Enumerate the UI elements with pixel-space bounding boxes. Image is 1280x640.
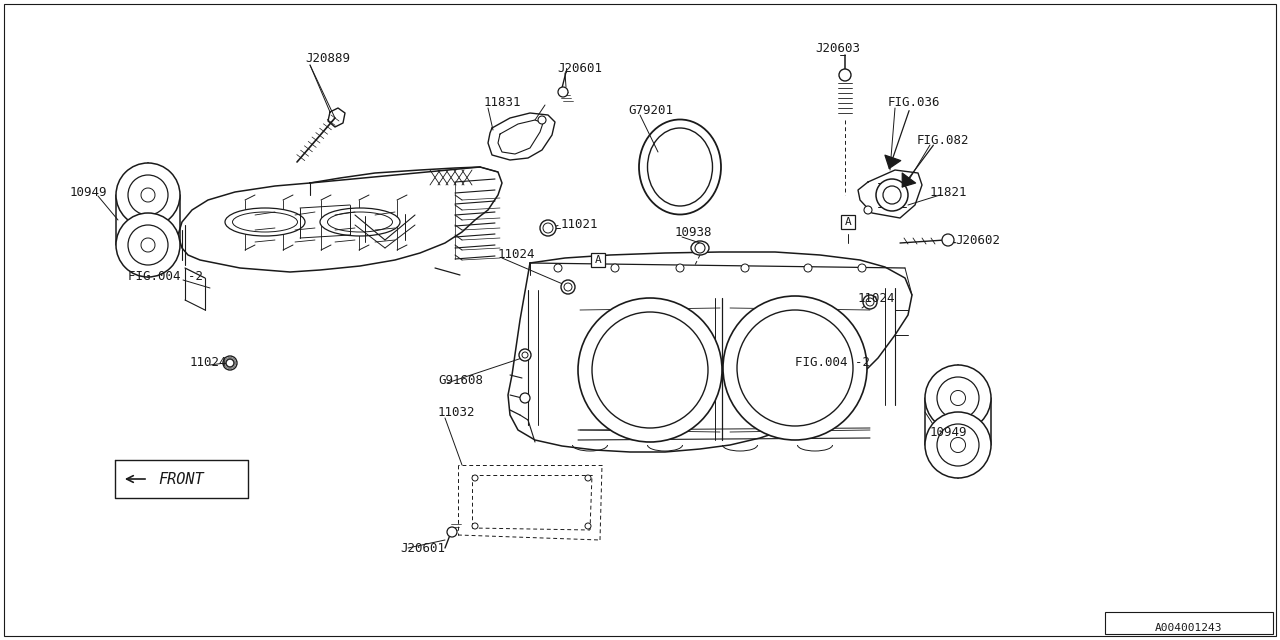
Circle shape: [838, 69, 851, 81]
Circle shape: [522, 352, 529, 358]
Circle shape: [925, 365, 991, 431]
Circle shape: [937, 377, 979, 419]
Circle shape: [561, 280, 575, 294]
Text: FRONT: FRONT: [157, 472, 204, 486]
Circle shape: [128, 225, 168, 265]
Text: 10949: 10949: [931, 426, 968, 438]
Ellipse shape: [691, 241, 709, 255]
Circle shape: [925, 412, 991, 478]
Bar: [1105, 612, 1274, 634]
Text: 11024: 11024: [189, 355, 228, 369]
Circle shape: [116, 213, 180, 277]
Circle shape: [585, 523, 591, 529]
Text: 11831: 11831: [484, 97, 521, 109]
Circle shape: [227, 359, 234, 367]
Text: FIG.036: FIG.036: [888, 97, 941, 109]
Circle shape: [472, 523, 477, 529]
Text: 11024: 11024: [498, 248, 535, 262]
Text: A004001243: A004001243: [1156, 623, 1222, 633]
Text: J20603: J20603: [815, 42, 860, 54]
Text: J20602: J20602: [955, 234, 1000, 246]
Circle shape: [585, 475, 591, 481]
Circle shape: [676, 264, 684, 272]
Circle shape: [942, 234, 954, 246]
Circle shape: [520, 393, 530, 403]
Circle shape: [128, 175, 168, 215]
Circle shape: [883, 186, 901, 204]
Circle shape: [804, 264, 812, 272]
Ellipse shape: [639, 120, 721, 214]
Ellipse shape: [233, 212, 297, 232]
Circle shape: [447, 527, 457, 537]
Circle shape: [741, 264, 749, 272]
Text: 11021: 11021: [561, 218, 599, 232]
Circle shape: [223, 356, 237, 370]
Circle shape: [867, 298, 874, 306]
Circle shape: [864, 206, 872, 214]
Text: FIG.004 -2: FIG.004 -2: [128, 271, 204, 284]
Circle shape: [579, 298, 722, 442]
Ellipse shape: [225, 208, 305, 236]
Circle shape: [858, 264, 867, 272]
Ellipse shape: [648, 128, 713, 206]
Text: J20889: J20889: [305, 51, 349, 65]
Circle shape: [540, 220, 556, 236]
Text: FIG.004 -2: FIG.004 -2: [795, 355, 870, 369]
Circle shape: [723, 296, 867, 440]
Text: A: A: [845, 217, 851, 227]
Text: 11032: 11032: [438, 406, 475, 419]
Ellipse shape: [320, 208, 399, 236]
Circle shape: [591, 312, 708, 428]
Circle shape: [611, 264, 620, 272]
Text: J20601: J20601: [399, 541, 445, 554]
Circle shape: [876, 179, 908, 211]
Text: J20601: J20601: [557, 61, 602, 74]
Bar: [591, 253, 605, 267]
Circle shape: [863, 295, 877, 309]
Circle shape: [737, 310, 852, 426]
Text: A: A: [595, 255, 602, 265]
Text: 10938: 10938: [675, 225, 713, 239]
Text: G91608: G91608: [438, 374, 483, 387]
Circle shape: [554, 264, 562, 272]
Circle shape: [695, 243, 705, 253]
Circle shape: [116, 163, 180, 227]
Text: 11821: 11821: [931, 186, 968, 200]
Text: G79201: G79201: [628, 104, 673, 116]
Ellipse shape: [328, 212, 393, 232]
Circle shape: [543, 223, 553, 233]
Circle shape: [538, 116, 547, 124]
Circle shape: [564, 283, 572, 291]
Circle shape: [937, 424, 979, 466]
Bar: [841, 215, 855, 229]
Text: FIG.082: FIG.082: [916, 134, 969, 147]
Circle shape: [472, 475, 477, 481]
Text: 11024: 11024: [858, 291, 896, 305]
Circle shape: [558, 87, 568, 97]
Text: 10949: 10949: [70, 186, 108, 200]
Circle shape: [518, 349, 531, 361]
